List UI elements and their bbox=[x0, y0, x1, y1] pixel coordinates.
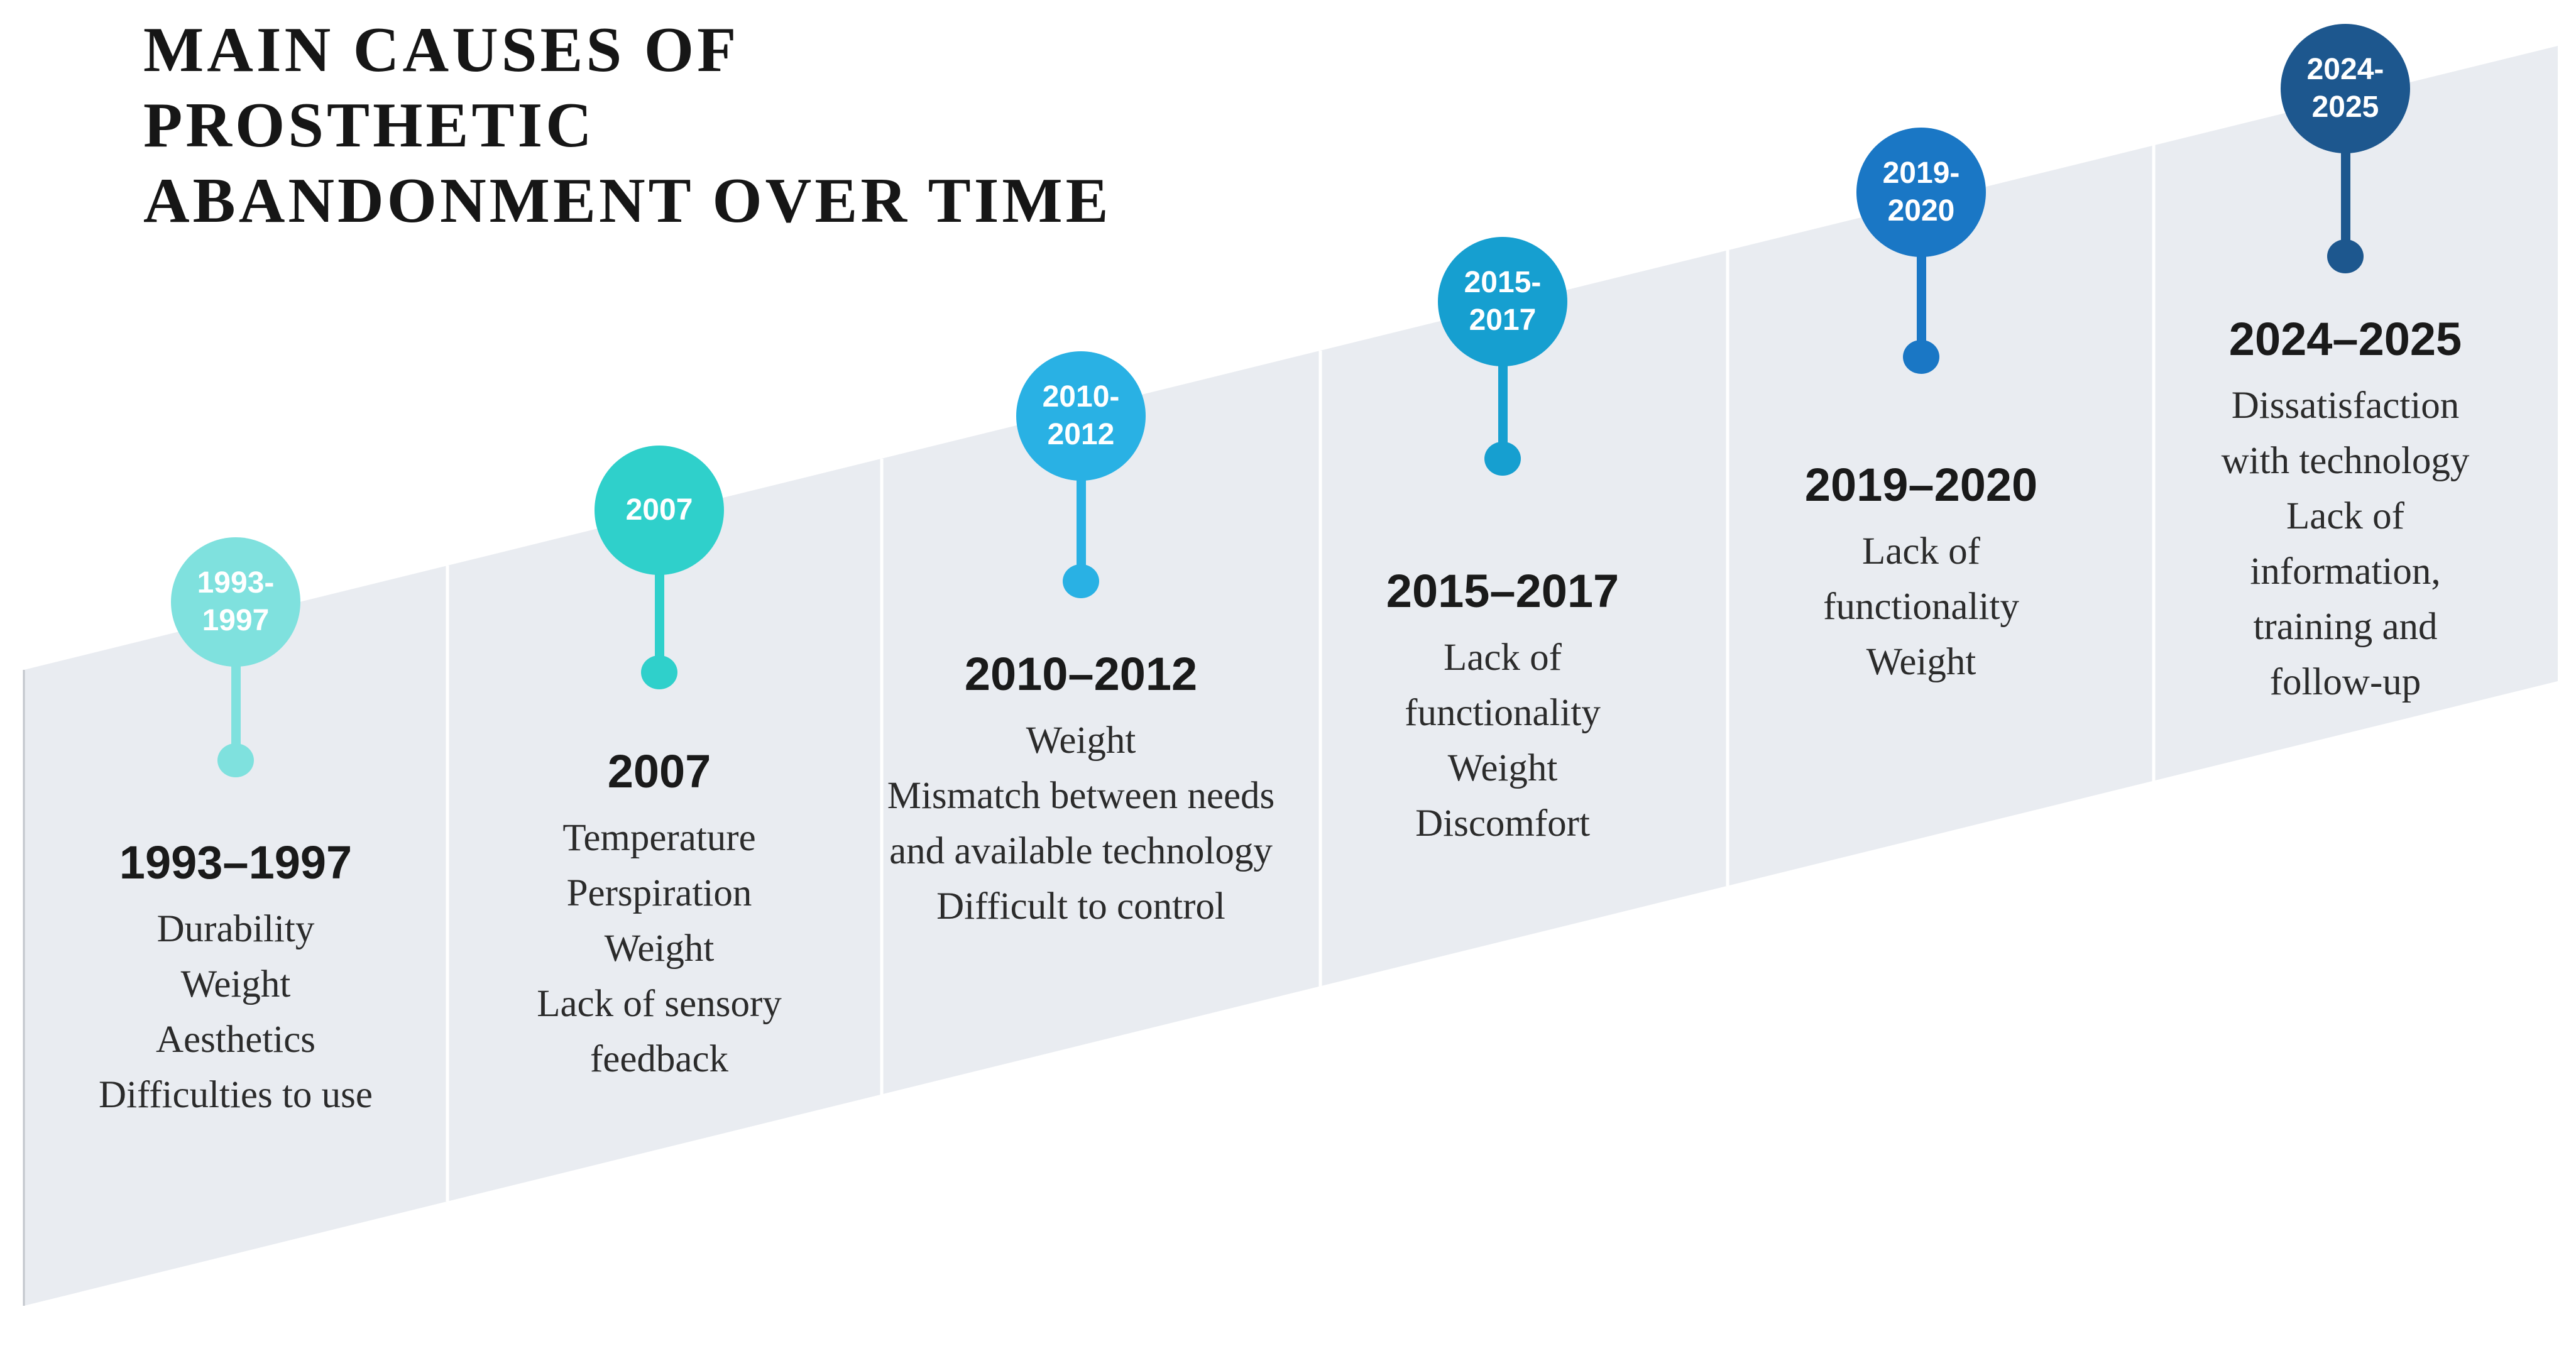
cause-item: Lack of functionality bbox=[1405, 637, 1601, 734]
timeline-pin-stem bbox=[1917, 230, 1926, 357]
timeline-pin-dot bbox=[1063, 564, 1099, 598]
timeline-year-badge: 2010- 2012 bbox=[1016, 351, 1146, 481]
timeline-pin-dot bbox=[1903, 340, 1939, 374]
timeline-pin-stem bbox=[2341, 126, 2350, 256]
node-text-block: 2007 Temperature Perspiration Weight Lac… bbox=[464, 745, 854, 1087]
badge-label: 2024- 2025 bbox=[2306, 53, 2384, 124]
cause-item: Weight bbox=[604, 927, 715, 970]
node-text-block: 2019–2020 Lack of functionality Weight bbox=[1773, 459, 2069, 690]
cause-item: Perspiration bbox=[566, 872, 752, 914]
cause-item: Weight bbox=[1866, 641, 1976, 683]
node-heading: 2007 bbox=[607, 745, 711, 797]
badge-label: 2019- 2020 bbox=[1882, 156, 1960, 227]
badge-label: 2015- 2017 bbox=[1464, 266, 1542, 337]
timeline-year-badge: 2024- 2025 bbox=[2281, 24, 2410, 153]
timeline-year-badge: 2019- 2020 bbox=[1856, 128, 1986, 257]
timeline-year-badge: 2015- 2017 bbox=[1438, 237, 1567, 366]
cause-item: Discomfort bbox=[1415, 802, 1590, 845]
node-text-block: 2015–2017 Lack of functionality Weight D… bbox=[1355, 565, 1650, 851]
cause-item: Lack of information, training and follow… bbox=[2250, 495, 2441, 703]
page-title: MAIN CAUSES OF PROSTHETIC ABANDONMENT OV… bbox=[143, 14, 1112, 236]
cause-item: Aesthetics bbox=[155, 1019, 316, 1061]
cause-item: Weight bbox=[1447, 747, 1558, 789]
node-heading: 2024–2025 bbox=[2228, 313, 2462, 365]
timeline-pin-dot bbox=[2327, 239, 2364, 273]
timeline-pin-stem bbox=[1077, 454, 1086, 581]
timeline-pin-stem bbox=[231, 640, 241, 760]
node-heading: 2019–2020 bbox=[1804, 459, 2038, 511]
cause-item: Dissatisfaction with technology bbox=[2221, 385, 2470, 482]
cause-item: Weight bbox=[1026, 720, 1136, 762]
node-heading: 1993–1997 bbox=[119, 836, 353, 889]
cause-item: Lack of sensory feedback bbox=[537, 983, 782, 1080]
timeline-pin-dot bbox=[641, 655, 677, 689]
badge-label: 2010- 2012 bbox=[1042, 380, 1120, 451]
timeline-year-badge: 2007 bbox=[595, 446, 724, 575]
timeline-pin-stem bbox=[655, 548, 664, 672]
badge-label: 2007 bbox=[625, 493, 693, 527]
cause-item: Weight bbox=[180, 963, 291, 1005]
node-heading: 2015–2017 bbox=[1386, 565, 1620, 617]
cause-item: Mismatch between needs and available tec… bbox=[887, 775, 1275, 872]
cause-item: Difficulties to use bbox=[99, 1074, 373, 1116]
cause-item: Temperature bbox=[562, 817, 756, 859]
timeline-pin-stem bbox=[1498, 339, 1508, 459]
node-heading: 2010–2012 bbox=[964, 648, 1198, 700]
node-text-block: 2010–2012 Weight Mismatch between needs … bbox=[864, 648, 1298, 934]
timeline-pin-dot bbox=[1484, 442, 1521, 476]
node-text-block: 1993–1997 Durability Weight Aesthetics D… bbox=[22, 836, 449, 1123]
badge-label: 1993- 1997 bbox=[197, 566, 275, 637]
cause-item: Lack of functionality bbox=[1823, 530, 2019, 628]
cause-item: Difficult to control bbox=[936, 885, 1225, 927]
cause-item: Durability bbox=[156, 908, 315, 950]
timeline-year-badge: 1993- 1997 bbox=[171, 537, 300, 667]
node-text-block: 2024–2025 Dissatisfaction with technolog… bbox=[2198, 313, 2493, 710]
timeline-pin-dot bbox=[217, 743, 254, 777]
